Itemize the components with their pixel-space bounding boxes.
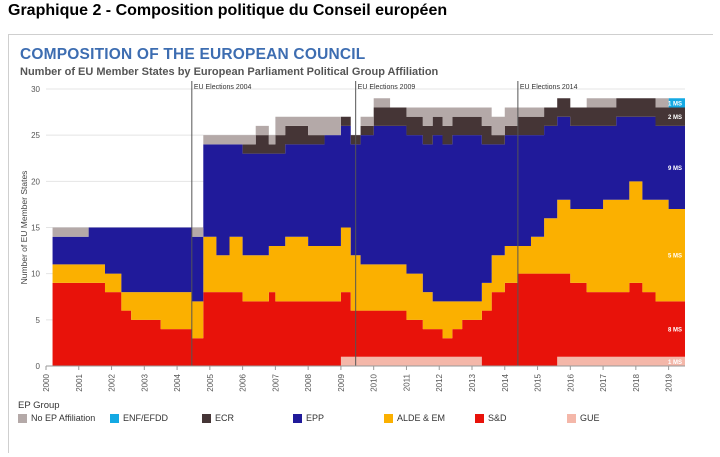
legend-label: GUE <box>580 413 600 423</box>
x-tick-label: 2007 <box>271 373 280 391</box>
x-tick-label: 2001 <box>75 373 84 391</box>
x-tick-label: 2006 <box>239 373 248 391</box>
end-value-label: 8 MS <box>668 328 682 334</box>
area-series-no-ep-affiliation <box>52 98 686 237</box>
end-value-label: 2 MS <box>668 115 682 121</box>
area-series-alde-em <box>52 181 686 339</box>
end-labels: 1 MS 2 MS 9 MS 5 MS 8 MS 1 MS <box>668 101 682 366</box>
y-tick-label: 25 <box>31 131 40 140</box>
x-tick-label: 2000 <box>42 373 51 391</box>
y-tick-label: 5 <box>36 316 41 325</box>
chart-title: COMPOSITION OF THE EUROPEAN COUNCIL <box>20 46 366 63</box>
area-series-epp <box>52 116 686 302</box>
area-series-ecr <box>52 98 686 237</box>
axes: 0 5 10 15 20 25 30 2000 2001 2002 2003 2004 2005 2006… <box>19 85 685 392</box>
x-tick-label: 2004 <box>173 373 182 391</box>
x-tick-label: 2012 <box>435 373 444 391</box>
legend-swatch <box>475 413 484 423</box>
election-annotations: EU Elections 2004 EU Elections 2009 EU Ele… <box>191 81 578 366</box>
stacked-areas <box>52 98 686 366</box>
legend-item: S&D <box>475 413 507 423</box>
y-tick-label: 15 <box>31 224 40 233</box>
y-axis-label: Number of EU Member States <box>19 171 29 285</box>
legend-swatch <box>110 413 119 423</box>
legend-label: No EP Affiliation <box>31 413 96 423</box>
election-marker-label: EU Elections 2014 <box>520 84 578 91</box>
legend-item: ECR <box>202 413 234 423</box>
end-value-label: 1 MS <box>668 360 682 366</box>
legend-label: ALDE & EM <box>397 413 446 423</box>
figure-frame <box>8 34 713 453</box>
legend-item: ALDE & EM <box>384 413 445 423</box>
area-series-gue <box>52 356 686 366</box>
x-tick-label: 2016 <box>566 373 575 391</box>
x-tick-label: 2003 <box>140 373 149 391</box>
x-tick-label: 2013 <box>468 373 477 391</box>
legend-swatch <box>567 413 576 423</box>
legend-swatch <box>293 413 302 423</box>
end-value-label: 5 MS <box>668 254 682 260</box>
x-tick-label: 2009 <box>337 373 346 391</box>
legend-item: GUE <box>567 413 600 423</box>
end-value-label: 1 MS <box>668 101 682 107</box>
x-tick-label: 2014 <box>501 373 510 391</box>
legend-label: S&D <box>488 413 507 423</box>
chart-subtitle: Number of EU Member States by European P… <box>20 66 439 78</box>
end-value-label: 9 MS <box>668 166 682 172</box>
x-tick-label: 2015 <box>534 373 543 391</box>
legend-item: No EP Affiliation <box>18 413 95 423</box>
election-marker-label: EU Elections 2004 <box>194 84 252 91</box>
legend-item: EPP <box>293 413 324 423</box>
legend-swatch <box>384 413 393 423</box>
legend-swatch <box>202 413 211 423</box>
y-tick-label: 0 <box>36 362 41 371</box>
x-tick-label: 2010 <box>370 373 379 391</box>
legend-label: EPP <box>306 413 325 423</box>
legend-title: EP Group <box>18 400 60 411</box>
x-tick-label: 2018 <box>632 373 641 391</box>
legend-label: ECR <box>215 413 235 423</box>
y-tick-label: 10 <box>31 270 40 279</box>
page-heading: Graphique 2 - Composition politique du C… <box>8 2 448 19</box>
y-tick-label: 20 <box>31 177 40 186</box>
legend-swatch <box>18 413 27 423</box>
x-tick-label: 2019 <box>665 373 674 391</box>
x-tick-label: 2017 <box>599 373 608 391</box>
x-tick-label: 2002 <box>108 373 117 391</box>
x-tick-label: 2005 <box>206 373 215 391</box>
area-series-s-d <box>52 273 686 366</box>
legend-label: ENF/EFDD <box>123 413 168 423</box>
x-tick-label: 2011 <box>402 373 411 391</box>
x-tick-label: 2008 <box>304 373 313 391</box>
election-marker-label: EU Elections 2009 <box>358 84 416 91</box>
y-tick-label: 30 <box>31 85 40 94</box>
legend-item: ENF/EFDD <box>110 413 168 423</box>
